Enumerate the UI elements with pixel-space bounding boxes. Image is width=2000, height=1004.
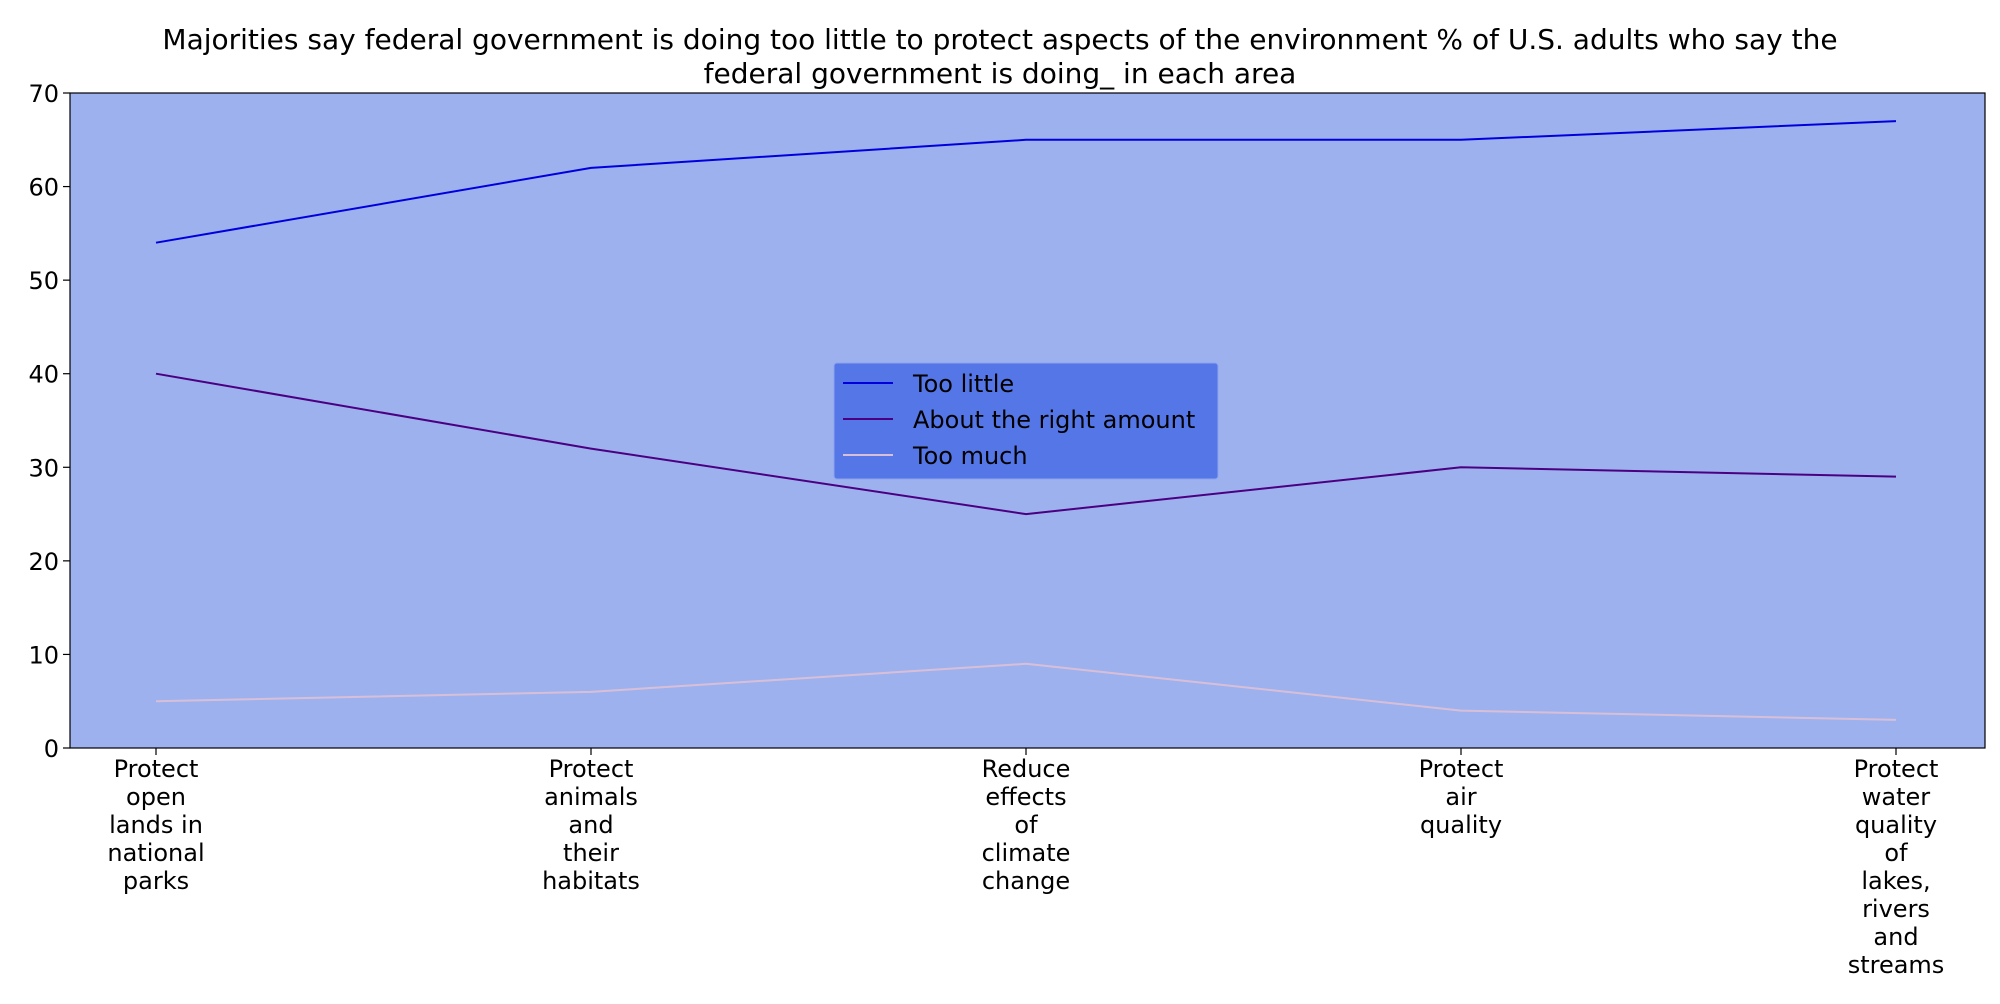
y-tick-label: 60 bbox=[28, 174, 59, 202]
legend-label: Too much bbox=[912, 442, 1028, 470]
series-line-1 bbox=[155, 120, 1897, 244]
chart-title-line: Majorities say federal government is doi… bbox=[162, 23, 1837, 56]
series-line-3 bbox=[155, 662, 1897, 721]
x-tick-label: Protect open lands in national parks bbox=[107, 755, 204, 895]
y-tick-label: 0 bbox=[44, 735, 59, 763]
y-tick-label: 40 bbox=[28, 361, 59, 389]
chart-title-line: federal government is doing_ in each are… bbox=[704, 57, 1297, 90]
y-tick-label: 10 bbox=[28, 641, 59, 669]
x-tick-label: Protect water quality of lakes, rivers and stre… bbox=[1848, 755, 1945, 979]
legend: Too little About the right amount Too much bbox=[833, 362, 1219, 480]
series-line-2 bbox=[155, 372, 1897, 516]
series-lines bbox=[155, 120, 1897, 721]
x-axis: Protect open lands in national parks Protect a… bbox=[107, 748, 1944, 979]
legend-label: Too little bbox=[912, 370, 1014, 398]
y-tick-label: 20 bbox=[28, 548, 59, 576]
x-tick-label: Reduce effects of climate change bbox=[982, 755, 1071, 895]
x-tick-label: Protect animals and their habitats bbox=[542, 755, 640, 895]
legend-box bbox=[833, 362, 1219, 480]
x-tick-label: Protect air quality bbox=[1419, 755, 1504, 839]
y-axis: 0 10 20 30 40 50 60 70 bbox=[28, 80, 70, 763]
y-tick-label: 50 bbox=[28, 267, 59, 295]
y-tick-label: 30 bbox=[28, 454, 59, 482]
y-tick-label: 70 bbox=[28, 80, 59, 108]
legend-label: About the right amount bbox=[913, 406, 1195, 434]
plot-frame bbox=[69, 92, 1986, 749]
chart-title: Majorities say federal government is doi… bbox=[162, 23, 1837, 90]
